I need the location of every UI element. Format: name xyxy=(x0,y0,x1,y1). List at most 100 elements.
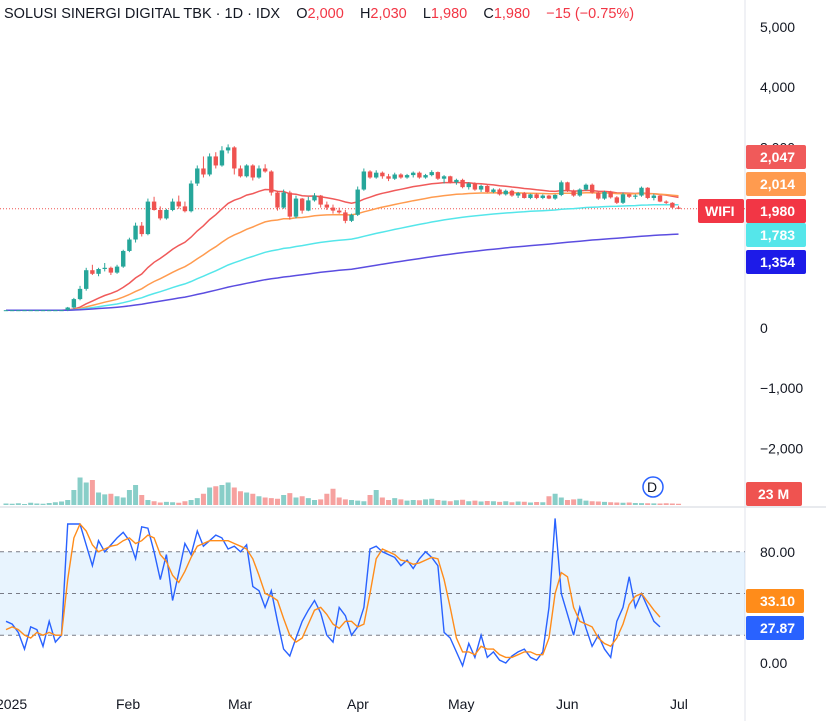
candle-body xyxy=(269,171,274,193)
candle-body xyxy=(577,189,583,196)
candle-body xyxy=(176,201,181,207)
candle xyxy=(269,170,274,196)
candle xyxy=(139,222,144,237)
candle-body xyxy=(657,195,663,202)
candle xyxy=(195,165,200,186)
candle-body xyxy=(299,198,305,211)
volume-bar xyxy=(250,493,256,505)
volume-bar xyxy=(620,502,626,505)
candle xyxy=(448,175,453,184)
candle-body xyxy=(380,172,385,177)
x-tick-label: Mar xyxy=(228,696,252,712)
candle-body xyxy=(170,201,175,211)
candle xyxy=(460,178,465,189)
candle xyxy=(441,175,447,184)
candle xyxy=(676,205,681,209)
volume-bar xyxy=(182,501,188,505)
y-tick-label: −1,000 xyxy=(760,380,803,396)
candle xyxy=(16,310,21,312)
volume-bar xyxy=(601,501,607,505)
candle xyxy=(84,267,89,291)
candle-body xyxy=(417,172,422,178)
candle xyxy=(608,190,613,199)
candle xyxy=(244,164,249,178)
candle-body xyxy=(614,197,620,203)
volume-bar xyxy=(589,501,595,505)
volume-bar xyxy=(398,499,404,505)
candle xyxy=(626,193,632,198)
candle-body xyxy=(287,192,293,217)
candle-body xyxy=(96,269,101,274)
volume-bar xyxy=(577,498,583,505)
volume-bar xyxy=(151,501,157,505)
candle xyxy=(34,310,40,312)
candle-body xyxy=(509,190,515,196)
volume-bar xyxy=(645,503,651,505)
candle-body xyxy=(466,183,471,188)
value-tag xyxy=(746,250,806,274)
candle-body xyxy=(503,190,508,195)
volume-bar xyxy=(231,487,237,505)
volume-bar xyxy=(410,500,416,505)
volume-tag xyxy=(746,482,802,506)
close-label: C xyxy=(483,6,494,22)
volume-bar xyxy=(423,499,429,505)
volume-bar xyxy=(330,488,336,505)
candle-body xyxy=(225,147,231,151)
volume-bar xyxy=(200,493,206,505)
volume-bar xyxy=(441,500,447,505)
y-tick-label: −2,000 xyxy=(760,440,803,456)
candle xyxy=(367,170,373,179)
volume-bar xyxy=(460,499,466,505)
stoch-tick-label: 0.00 xyxy=(760,655,787,671)
x-tick-label: Feb xyxy=(116,696,140,712)
change-value: −15 (−0.75%) xyxy=(546,6,635,22)
candle xyxy=(633,194,638,200)
candle-body xyxy=(349,214,354,221)
candle-body xyxy=(293,198,299,217)
candle-body xyxy=(404,175,410,178)
candle-body xyxy=(626,194,632,197)
candle xyxy=(287,190,293,220)
candle xyxy=(164,208,169,220)
candle-body xyxy=(145,201,151,235)
chart-header: SOLUSI SINERGI DIGITAL TBK · 1D · IDX O2… xyxy=(4,6,634,22)
candle xyxy=(380,171,385,179)
volume-bar xyxy=(583,500,589,505)
candle xyxy=(374,170,379,179)
candle-body xyxy=(441,176,447,179)
candle xyxy=(145,198,151,236)
candle-body xyxy=(429,172,434,176)
volume-bar xyxy=(114,496,120,505)
candle xyxy=(651,193,657,201)
candle xyxy=(398,173,404,179)
candle-body xyxy=(608,191,613,198)
candle xyxy=(472,182,478,191)
candle xyxy=(583,183,589,191)
candle-body xyxy=(398,174,404,178)
candle-body xyxy=(374,172,379,178)
candle xyxy=(151,196,157,211)
candle xyxy=(207,153,212,177)
volume-bar xyxy=(342,499,348,505)
x-tick-label: Jun xyxy=(556,696,579,712)
volume-bar xyxy=(163,501,169,505)
volume-bar xyxy=(435,500,441,505)
high-value: 2,030 xyxy=(370,6,407,22)
candle xyxy=(491,188,496,194)
candle xyxy=(65,306,70,312)
volume-bar xyxy=(274,498,280,505)
volume-bar xyxy=(96,492,102,505)
volume-bar xyxy=(632,503,638,505)
candle xyxy=(657,194,663,203)
candle xyxy=(670,202,675,209)
volume-bar xyxy=(669,503,675,505)
stoch-d-line xyxy=(5,522,661,659)
candle-body xyxy=(583,184,589,190)
candle-body xyxy=(65,307,70,310)
candle xyxy=(435,171,441,180)
volume-bar xyxy=(386,500,392,505)
volume-bar xyxy=(651,503,657,505)
volume-bar xyxy=(527,502,533,505)
